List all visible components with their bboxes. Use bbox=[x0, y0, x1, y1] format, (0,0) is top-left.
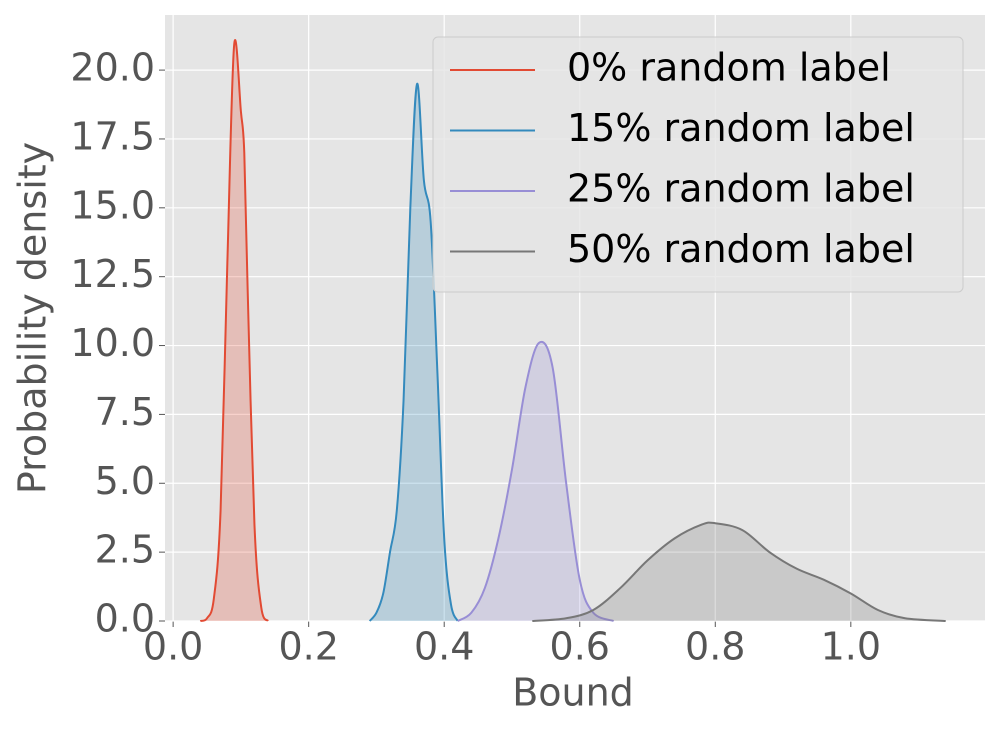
y-tick-label: 20.0 bbox=[70, 46, 155, 90]
legend-label: 50% random label bbox=[567, 227, 915, 271]
x-tick-label: 0.8 bbox=[685, 625, 745, 669]
y-tick-label: 17.5 bbox=[70, 114, 155, 158]
x-tick-label: 1.0 bbox=[821, 625, 881, 669]
density-line bbox=[368, 82, 459, 622]
legend-box bbox=[432, 36, 964, 293]
y-tick-label: 5.0 bbox=[95, 459, 155, 503]
x-tick-label: 0.0 bbox=[143, 625, 203, 669]
y-tick-label: 7.5 bbox=[95, 390, 155, 434]
area-fill bbox=[532, 522, 946, 621]
marks bbox=[199, 39, 946, 622]
y-tick-label: 12.5 bbox=[70, 252, 155, 296]
legend-label: 25% random label bbox=[567, 167, 915, 211]
y-tick-label: 15.0 bbox=[70, 183, 155, 227]
x-tick-label: 0.2 bbox=[278, 625, 338, 669]
y-tick-label: 10.0 bbox=[70, 321, 155, 365]
x-axis-label: Bound bbox=[512, 671, 634, 715]
legend-label: 15% random label bbox=[567, 106, 915, 150]
y-tick-label: 2.5 bbox=[95, 528, 155, 572]
area-fill bbox=[369, 83, 458, 621]
x-tick-label: 0.6 bbox=[550, 625, 610, 669]
x-tick-label: 0.4 bbox=[414, 625, 474, 669]
density-line bbox=[532, 521, 946, 622]
legend-label: 0% random label bbox=[567, 46, 891, 90]
legend: 0% random label 15% random label 25% rando… bbox=[432, 36, 964, 293]
density-line bbox=[199, 39, 269, 622]
y-axis-label: Probability density bbox=[11, 142, 55, 494]
density-line bbox=[457, 340, 615, 622]
area-fill bbox=[200, 40, 269, 622]
y-tick-label: 0.0 bbox=[95, 597, 155, 641]
